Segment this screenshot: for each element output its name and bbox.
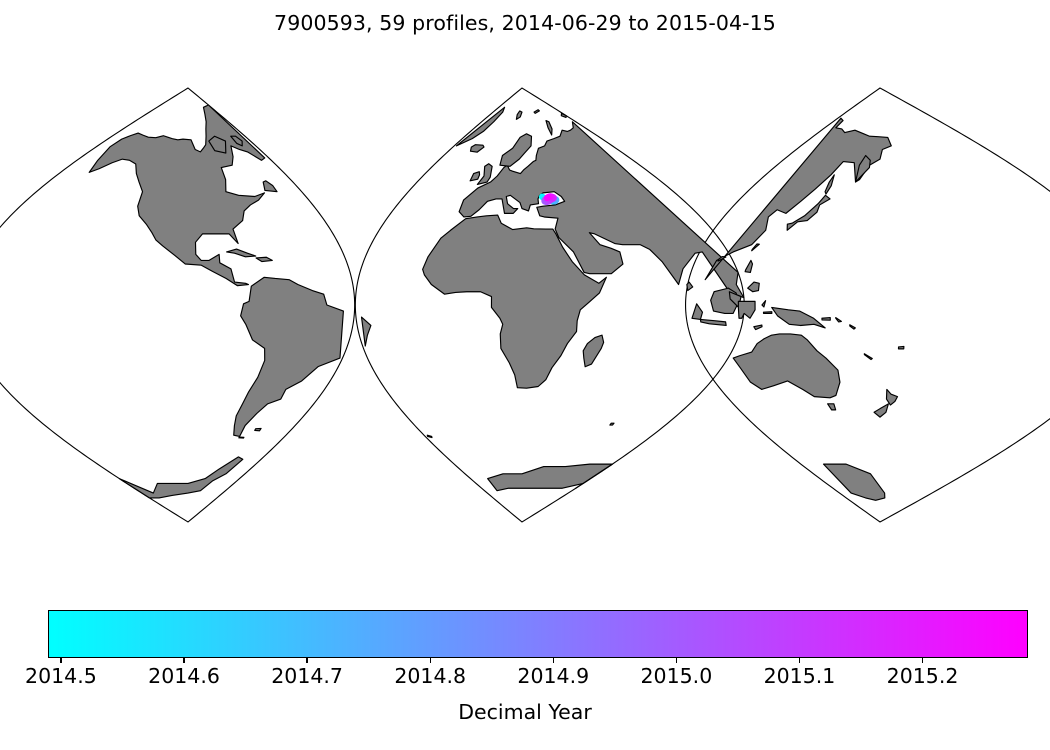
land-layer <box>88 104 905 501</box>
land-philippines-luzon <box>744 259 754 274</box>
profile-marker[interactable] <box>543 194 551 202</box>
land-australia <box>732 333 841 399</box>
land-eurasia <box>704 117 892 281</box>
land-hainan <box>717 255 727 262</box>
land-bougainville <box>835 316 842 323</box>
map-lobe-outline-1 <box>0 87 356 523</box>
colorbar-tick-mark <box>60 658 62 663</box>
map-lobe-outline-2 <box>354 87 745 523</box>
land-timor <box>753 324 763 331</box>
colorbar-tick-label: 2014.5 <box>25 664 97 688</box>
land-ceram <box>762 311 773 315</box>
colorbar: 2014.5 2014.6 2014.7 2014.8 2014.9 2015.0 2015… <box>25 610 1028 688</box>
land-iceland <box>469 144 485 153</box>
colorbar-gradient <box>48 610 1028 658</box>
land-sumatra <box>691 303 704 321</box>
land-new-guinea <box>771 306 826 329</box>
land-scandinavia-extra <box>499 133 533 167</box>
land-novaya-zemlya <box>545 119 553 136</box>
land-antarctica-right <box>822 463 886 501</box>
land-japan <box>786 194 831 231</box>
land-south-america <box>360 316 372 347</box>
colorbar-tick-mark <box>183 658 185 663</box>
land-madagascar <box>582 334 605 368</box>
land-south-america <box>233 276 344 437</box>
land-north-america <box>88 104 266 287</box>
land-new-britain <box>821 316 831 321</box>
land-sri-lanka <box>686 281 694 292</box>
land-severnaya <box>560 112 567 118</box>
colorbar-tick-label: 2014.6 <box>148 664 220 688</box>
land-ireland <box>469 171 481 182</box>
land-british-isles <box>476 163 493 186</box>
land-taiwan <box>751 243 760 252</box>
colorbar-tick-label: 2014.9 <box>517 664 590 688</box>
colorbar-axis-label: Decimal Year <box>458 700 592 724</box>
land-antarctica-left <box>118 456 244 499</box>
land-north-america <box>455 106 506 147</box>
land-south-georgia <box>426 434 433 439</box>
page-title: 7900593, 59 profiles, 2014-06-29 to 2015… <box>274 11 776 35</box>
land-new-caledonia <box>863 353 873 361</box>
colorbar-tick-label: 2015.0 <box>640 664 713 688</box>
land-africa <box>422 214 607 389</box>
colorbar-tick-mark <box>798 658 801 663</box>
land-new-zealand-north <box>885 388 899 406</box>
colorbar-ticks: 2014.5 2014.6 2014.7 2014.8 2014.9 2015.0 2015… <box>25 658 1028 688</box>
land-java <box>699 318 727 327</box>
land-baffin-extra <box>208 135 227 154</box>
lobe-outlines <box>0 87 1050 523</box>
map-lobe-outline-3 <box>685 87 1050 523</box>
land-antarctica-right <box>575 463 613 489</box>
land-eurasia <box>458 121 745 299</box>
land-svalbard <box>515 110 523 120</box>
colorbar-tick-label: 2015.2 <box>886 664 959 688</box>
land-antarctica-mid <box>487 463 613 492</box>
land-philippines-mindanao <box>747 281 760 293</box>
land-greenland-gap <box>230 135 243 147</box>
land-cuba <box>226 248 257 258</box>
land-sulawesi <box>737 300 756 319</box>
map-svg <box>0 87 1050 523</box>
colorbar-tick-label: 2015.1 <box>763 664 836 688</box>
colorbar-tick-mark <box>306 658 308 663</box>
land-hispaniola <box>255 256 273 263</box>
profile-markers[interactable] <box>538 193 560 205</box>
colorbar-tick-mark <box>429 658 431 663</box>
world-map <box>0 58 1050 538</box>
land-tasmania <box>827 403 837 411</box>
colorbar-tick-mark <box>921 658 924 663</box>
colorbar-tick-label: 2014.7 <box>271 664 343 688</box>
land-falklands <box>254 427 262 432</box>
colorbar-tick-label: 2014.8 <box>394 664 467 688</box>
land-fiji <box>897 345 905 350</box>
colorbar-tick-mark <box>552 658 554 663</box>
land-newfoundland <box>262 180 278 193</box>
colorbar-tick-mark <box>675 658 678 663</box>
land-sakhalin <box>824 174 835 195</box>
land-tierra-del-fuego <box>238 436 245 439</box>
land-franz-josef <box>533 109 540 114</box>
land-solomon-south <box>849 324 856 330</box>
land-kamchatka-extra <box>854 154 871 183</box>
land-new-zealand-south <box>873 403 889 418</box>
land-kerguelen-dot <box>609 422 615 426</box>
land-halmahera <box>761 300 767 308</box>
